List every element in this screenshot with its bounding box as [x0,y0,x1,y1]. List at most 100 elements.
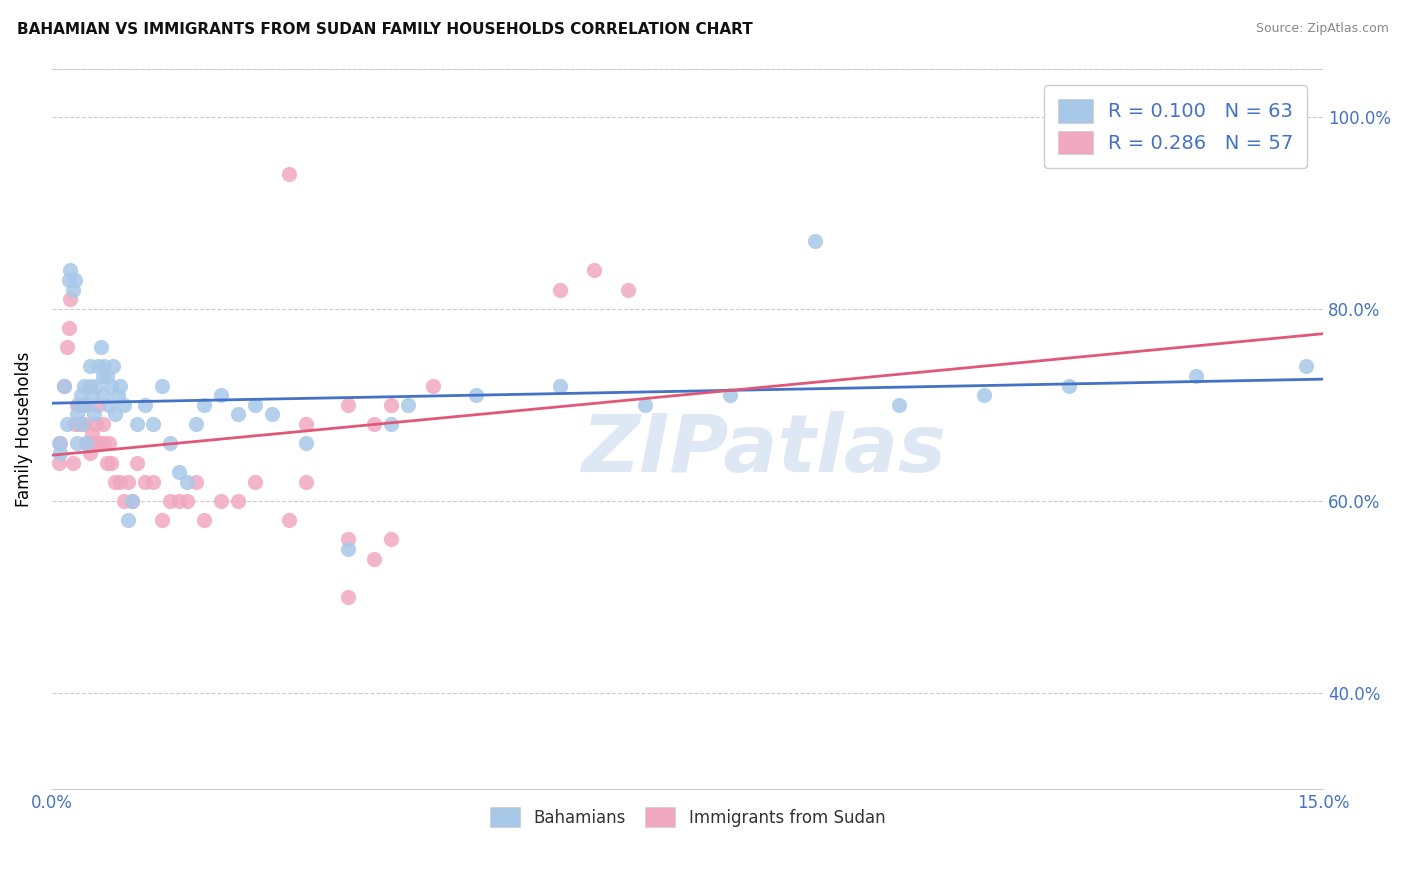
Point [101,359,124,374]
Point [107,388,129,402]
Point [337,541,360,556]
Point [134,398,156,412]
Point [150,378,173,392]
Point [70,398,93,412]
Point [380,417,402,431]
Point [79,359,101,374]
Point [62,456,84,470]
Point [278,513,301,527]
Point [193,398,215,412]
Point [100,378,122,392]
Point [193,513,215,527]
Point [75,436,97,450]
Point [66,398,89,412]
Point [117,475,139,489]
Point [337,590,360,604]
Point [70,417,93,431]
Point [117,513,139,527]
Point [209,388,232,402]
Point [150,513,173,527]
Point [112,398,135,412]
Point [82,426,104,441]
Point [226,408,249,422]
Point [634,398,657,412]
Point [48,456,70,470]
Point [363,551,385,566]
Point [98,398,121,412]
Point [70,388,93,402]
Point [617,283,640,297]
Point [73,417,96,431]
Point [96,369,118,384]
Point [90,340,112,354]
Point [79,378,101,392]
Point [422,378,444,392]
Text: Source: ZipAtlas.com: Source: ZipAtlas.com [1256,22,1389,36]
Point [380,398,402,412]
Point [889,398,911,412]
Point [67,398,90,412]
Point [58,273,80,287]
Point [226,494,249,508]
Point [803,235,825,249]
Point [295,436,318,450]
Point [108,378,131,392]
Point [243,398,266,412]
Point [1295,359,1317,374]
Point [176,494,198,508]
Point [363,417,385,431]
Point [550,378,572,392]
Point [243,475,266,489]
Point [66,408,89,422]
Point [65,273,87,287]
Point [1185,369,1208,384]
Point [49,446,72,460]
Point [121,494,143,508]
Point [167,494,190,508]
Point [125,456,148,470]
Point [58,321,80,335]
Point [93,359,115,374]
Point [73,378,96,392]
Point [295,475,318,489]
Point [76,398,98,412]
Point [550,283,572,297]
Point [96,456,118,470]
Point [56,340,79,354]
Point [121,494,143,508]
Point [98,436,121,450]
Point [159,494,181,508]
Point [56,417,79,431]
Point [49,436,72,450]
Point [91,417,114,431]
Point [67,417,90,431]
Point [167,465,190,479]
Point [1057,378,1080,392]
Point [62,283,84,297]
Point [583,263,606,277]
Point [262,408,284,422]
Point [84,417,107,431]
Point [53,378,76,392]
Point [48,436,70,450]
Point [337,533,360,547]
Point [83,408,105,422]
Point [396,398,419,412]
Point [91,388,114,402]
Point [176,475,198,489]
Point [973,388,995,402]
Point [278,167,301,181]
Text: ZIPatlas: ZIPatlas [581,411,946,490]
Point [142,417,165,431]
Point [65,417,87,431]
Y-axis label: Family Households: Family Households [15,351,32,507]
Point [59,263,82,277]
Point [104,475,127,489]
Point [295,417,318,431]
Point [91,369,114,384]
Point [112,494,135,508]
Point [83,436,105,450]
Text: BAHAMIAN VS IMMIGRANTS FROM SUDAN FAMILY HOUSEHOLDS CORRELATION CHART: BAHAMIAN VS IMMIGRANTS FROM SUDAN FAMILY… [17,22,752,37]
Point [125,417,148,431]
Point [184,475,207,489]
